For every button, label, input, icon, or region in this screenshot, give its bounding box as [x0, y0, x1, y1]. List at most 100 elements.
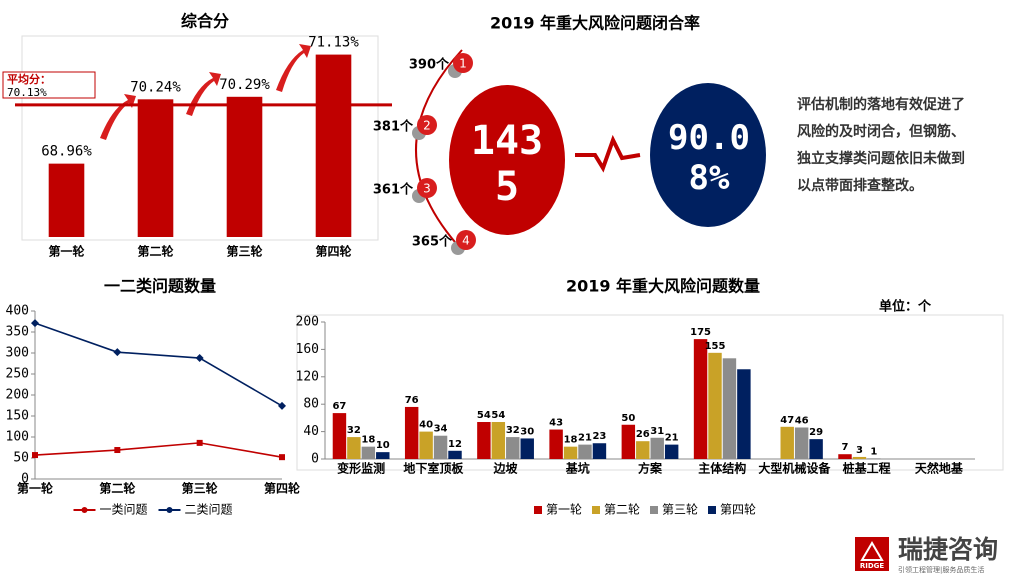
bar: [636, 441, 650, 459]
y-tick-label: 160: [296, 342, 319, 357]
value-label: 31: [650, 426, 664, 437]
bar: [433, 435, 448, 459]
bar: [722, 358, 737, 459]
point-badge: [417, 115, 437, 135]
y-tick-label: 120: [296, 369, 319, 384]
legend-label: 第四轮: [720, 503, 756, 517]
value-label: 1: [870, 446, 877, 457]
legend-label: 二类问题: [185, 503, 233, 517]
value-label: 26: [636, 429, 650, 440]
bar: [578, 444, 592, 459]
bar: [491, 422, 506, 459]
legend-marker: [81, 507, 88, 513]
value-label: 50: [621, 413, 635, 424]
value-label: 21: [665, 433, 679, 444]
brand: 瑞捷咨询: [898, 535, 998, 564]
point-index: 1: [459, 57, 467, 71]
legend-label: 一类问题: [100, 503, 148, 517]
bar: [477, 422, 491, 459]
point-index: 3: [423, 182, 431, 196]
bar: [376, 452, 390, 459]
plot-frame: [296, 314, 1004, 471]
y-tick-label: 300: [6, 346, 29, 361]
bar: [137, 99, 174, 237]
value-label: 23: [592, 431, 606, 442]
legend-swatch: [708, 506, 716, 514]
x-tick-label: 地下室顶板: [403, 461, 464, 476]
x-tick-label: 天然地基: [915, 461, 964, 476]
y-tick-label: 350: [6, 325, 29, 340]
value-label: 76: [405, 395, 419, 406]
value-label: 175: [690, 327, 711, 338]
note: 评估机制的落地有效促进了风险的及时闭合，但钢筋、独立支撑类问题依旧未做到以点带面…: [797, 97, 965, 194]
value-label: 70.24%: [130, 79, 181, 95]
decor-arrow: [186, 72, 221, 116]
unit: 单位：个: [879, 299, 932, 315]
marker: [279, 454, 285, 461]
bar: [650, 437, 664, 459]
average-box: [2, 71, 96, 99]
bar: [419, 431, 433, 459]
point-badge: [417, 178, 437, 198]
x-tick-label: 基坑: [565, 461, 590, 476]
marker: [31, 319, 39, 328]
x-tick-label: 第四轮: [264, 481, 301, 496]
y-tick-label: 250: [6, 367, 29, 382]
total: 1435: [470, 118, 544, 210]
y-tick-label: 50: [13, 451, 29, 466]
bar: [708, 352, 722, 459]
value-label: 46: [795, 415, 809, 426]
x-tick-label: 第二轮: [137, 244, 174, 259]
point-badge: [453, 53, 473, 73]
bar: [809, 439, 823, 459]
chart-title: 2019 年重大风险问题数量: [566, 277, 760, 296]
bar: [780, 426, 794, 459]
bar: [592, 443, 607, 459]
legend-label: 第三轮: [662, 503, 698, 517]
average-value: 70.13%: [7, 86, 47, 99]
marker: [113, 348, 122, 357]
y-tick-label: 0: [21, 472, 29, 487]
line: [34, 442, 283, 458]
value-label: 7: [842, 442, 849, 453]
value-label: 18: [564, 435, 578, 446]
total-circle: [449, 85, 565, 235]
bar: [48, 163, 85, 237]
value-label: 32: [347, 425, 361, 436]
x-tick-label: 第一轮: [48, 244, 85, 259]
value-label: 67: [332, 401, 346, 412]
value-label: 3: [856, 445, 863, 456]
x-tick-label: 第三轮: [182, 481, 219, 496]
decor-arrow: [100, 94, 136, 140]
value-label: 18: [361, 435, 375, 446]
point-count: 390个: [409, 57, 450, 73]
y-tick-label: 100: [6, 430, 29, 445]
rate: 90.08%: [668, 118, 750, 198]
y-tick-label: 150: [6, 409, 29, 424]
legend-swatch: [592, 506, 600, 514]
bar: [315, 54, 352, 237]
marker: [195, 354, 204, 363]
slogan: 引领工程管理|服务品质生活: [898, 565, 984, 574]
x-tick-label: 第四轮: [315, 244, 352, 259]
y-tick-label: 200: [296, 315, 319, 330]
rate-circle: [650, 83, 766, 227]
logo-text: RIDGE: [860, 562, 885, 570]
bar: [506, 437, 520, 459]
point-badge: [456, 230, 476, 250]
heartbeat: [575, 134, 641, 173]
y-tick-label: 40: [303, 424, 319, 439]
bar: [693, 339, 708, 459]
y-tick-label: 200: [6, 388, 29, 403]
bar: [852, 456, 867, 459]
marker: [114, 447, 121, 454]
x-tick-label: 方案: [638, 461, 663, 476]
point-count: 365个: [412, 234, 453, 250]
bar: [794, 427, 809, 459]
value-label: 10: [376, 440, 390, 451]
value-label: 54: [477, 410, 491, 421]
bar: [361, 446, 376, 459]
bar: [664, 444, 679, 459]
value-label: 40: [419, 420, 433, 431]
